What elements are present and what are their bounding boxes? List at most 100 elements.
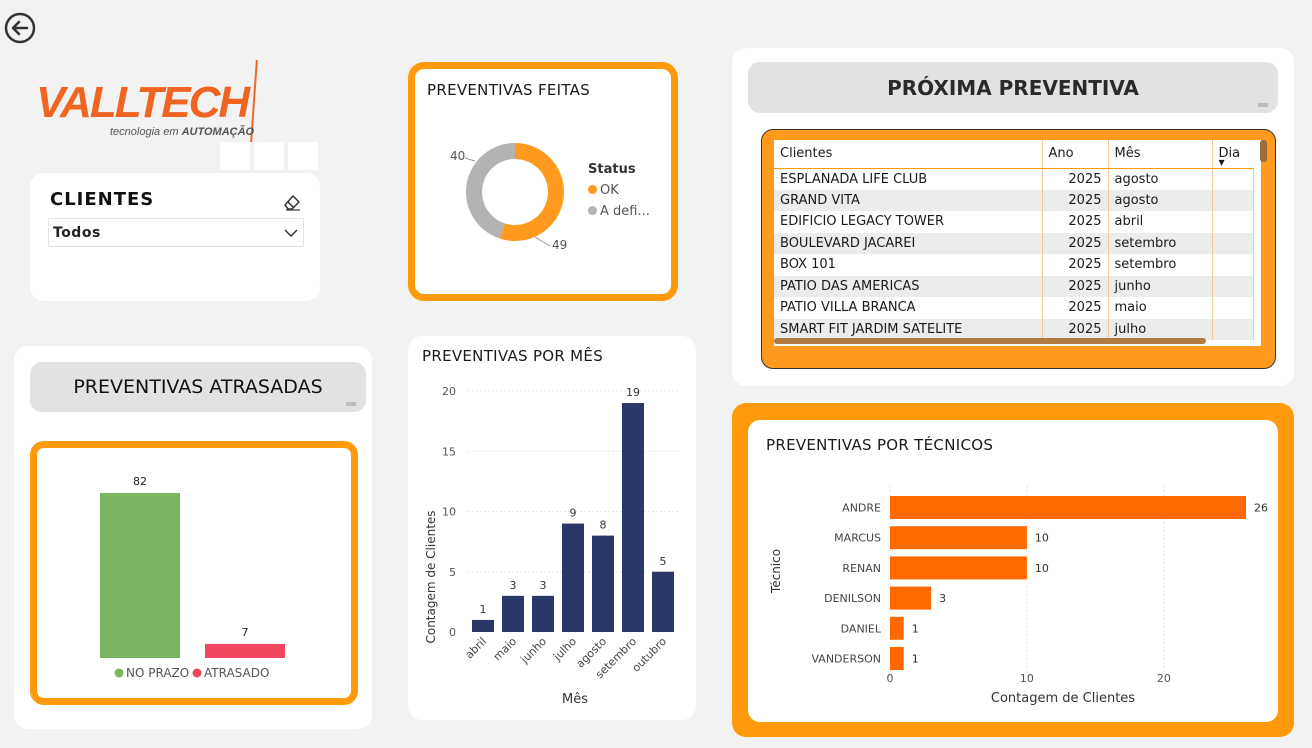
- table-frame: Clientes Ano Mês Dia ▼ ESPLANADA LIFE CLU…: [761, 129, 1276, 369]
- clientes-dropdown[interactable]: Todos: [48, 218, 304, 247]
- legend-item-ok: OK: [588, 183, 650, 198]
- tecnicos-bar-chart: Técnico Contagem de Clientes 0 10 20 ANDRE 2…: [769, 486, 1268, 706]
- y-axis-label: Técnico: [769, 549, 783, 594]
- mes-bar-chart: Contagem de Clientes Mês 0 5 10 15 20 1 abril 3…: [424, 385, 678, 707]
- decor-square: [288, 142, 318, 170]
- table-row[interactable]: PATIO DAS AMERICAS 2025 junho: [774, 275, 1254, 297]
- eraser-icon[interactable]: [282, 193, 302, 211]
- table-row[interactable]: BOX 101 2025 setembro: [774, 254, 1254, 276]
- x-tick-label: maio: [491, 635, 520, 664]
- proxima-preventiva-header: PRÓXIMA PREVENTIVA: [748, 62, 1278, 113]
- donut-chart: 40 49: [450, 143, 567, 252]
- table-row[interactable]: EDIFICIO LEGACY TOWER 2025 abril: [774, 211, 1254, 233]
- bar: [622, 403, 644, 632]
- arrow-left-icon: [4, 12, 36, 44]
- data-label: 1: [480, 603, 487, 616]
- y-tick-label: 10: [442, 506, 456, 519]
- data-label: 82: [133, 475, 147, 488]
- logo-tagline-2: AUTOMAÇÃO: [181, 126, 255, 138]
- proxima-preventiva-card: PRÓXIMA PREVENTIVA Clientes Ano Mês Dia ▼…: [732, 48, 1294, 386]
- data-label: 10: [1035, 562, 1049, 575]
- table-row[interactable]: ESPLANADA LIFE CLUB 2025 agosto: [774, 168, 1254, 190]
- bar: [562, 523, 584, 632]
- donut-legend: Status OK A defi...: [588, 162, 650, 219]
- table-row[interactable]: PATIO VILLA BRANCA 2025 maio: [774, 297, 1254, 319]
- legend-dot: [192, 668, 202, 678]
- atrasadas-bar-chart: 82 7 NO PRAZO ATRASADO: [100, 475, 285, 680]
- y-tick-label: 15: [442, 445, 456, 458]
- data-label: 3: [510, 579, 517, 592]
- bar: [502, 595, 524, 632]
- bar: [592, 535, 614, 632]
- table-row[interactable]: GRAND VITA 2025 agosto: [774, 189, 1254, 211]
- dropdown-selected: Todos: [53, 224, 101, 241]
- legend-dot: [114, 668, 124, 678]
- legend-title: Status: [588, 162, 636, 177]
- horizontal-scrollbar[interactable]: [774, 338, 1206, 344]
- preventivas-feitas-card: PREVENTIVAS FEITAS 40 49 Status OK A def…: [408, 62, 678, 301]
- col-mes[interactable]: Mês: [1108, 140, 1213, 169]
- table-row[interactable]: SMART FIT JARDIM SATELITE 2025 julho: [774, 318, 1254, 340]
- data-label: 3: [540, 579, 547, 592]
- donut-label-ok: 49: [552, 238, 567, 252]
- slicer-title: CLIENTES: [50, 189, 155, 210]
- proxima-table: Clientes Ano Mês Dia ▼ ESPLANADA LIFE CLU…: [774, 140, 1254, 340]
- data-label: 19: [626, 386, 640, 399]
- data-label: 5: [660, 555, 667, 568]
- x-axis-label: Mês: [562, 692, 588, 707]
- preventivas-atrasadas-card: PREVENTIVAS ATRASADAS 82 7 NO PRAZO ATRASAD…: [14, 346, 372, 729]
- card-title: PREVENTIVAS POR TÉCNICOS: [766, 436, 994, 454]
- x-tick-label: 20: [1157, 672, 1171, 685]
- bar: [100, 493, 180, 658]
- bar: [890, 586, 932, 610]
- bar: [205, 643, 285, 658]
- chevron-down-icon: [284, 229, 298, 238]
- x-tick-label: abril: [463, 635, 489, 661]
- table-row[interactable]: BOULEVARD JACAREI 2025 setembro: [774, 232, 1254, 254]
- legend-label: ATRASADO: [204, 666, 269, 680]
- y-tick-label: RENAN: [842, 562, 881, 575]
- data-label: 10: [1035, 532, 1049, 545]
- data-label: 7: [242, 626, 249, 639]
- preventivas-por-tecnicos-card: PREVENTIVAS POR TÉCNICOS Técnico Contage…: [732, 403, 1294, 737]
- legend-item-def: A defi...: [588, 204, 650, 219]
- back-button[interactable]: [4, 12, 36, 44]
- donut-slice: [499, 143, 564, 241]
- bar: [890, 647, 904, 670]
- x-axis-label: Contagem de Clientes: [991, 691, 1135, 706]
- col-dia[interactable]: Dia ▼: [1212, 140, 1254, 169]
- data-label: 1: [912, 653, 919, 666]
- bar: [652, 571, 674, 632]
- y-axis-label: Contagem de Clientes: [424, 510, 438, 643]
- decor-square: [220, 142, 250, 170]
- col-ano[interactable]: Ano: [1042, 140, 1109, 169]
- bar: [890, 616, 904, 640]
- donut-label-def: 40: [450, 149, 465, 163]
- atrasadas-header: PREVENTIVAS ATRASADAS: [30, 362, 366, 412]
- x-tick-label: junho: [518, 635, 550, 667]
- bar: [890, 556, 1027, 580]
- data-label: 1: [912, 622, 919, 635]
- y-tick-label: 0: [449, 626, 456, 639]
- decor-square: [254, 142, 284, 170]
- preventivas-por-mes-card: PREVENTIVAS POR MÊS Contagem de Clientes…: [408, 336, 696, 720]
- card-title: PREVENTIVAS POR MÊS: [422, 347, 604, 365]
- y-tick-label: DANIEL: [841, 622, 882, 635]
- bar: [890, 526, 1027, 550]
- card-title: PREVENTIVAS FEITAS: [427, 81, 591, 99]
- bar: [890, 496, 1246, 519]
- bar: [532, 595, 554, 632]
- header-title: PREVENTIVAS ATRASADAS: [73, 376, 323, 398]
- y-tick-label: 5: [449, 566, 456, 579]
- tecnicos-inner: PREVENTIVAS POR TÉCNICOS Técnico Contage…: [748, 420, 1278, 722]
- company-logo: VALLTECH tecnologia em AUTOMAÇÃO: [36, 60, 260, 150]
- bar: [472, 619, 494, 632]
- logo-tagline-1: tecnologia em: [110, 126, 179, 138]
- data-label: 9: [570, 507, 577, 520]
- col-clientes[interactable]: Clientes: [774, 140, 1043, 169]
- vertical-scrollbar[interactable]: [1260, 140, 1267, 162]
- table-viewport[interactable]: Clientes Ano Mês Dia ▼ ESPLANADA LIFE CLU…: [774, 140, 1261, 346]
- y-tick-label: ANDRE: [842, 502, 881, 515]
- atrasadas-chart-frame: 82 7 NO PRAZO ATRASADO: [30, 441, 358, 705]
- data-label: 3: [939, 592, 946, 605]
